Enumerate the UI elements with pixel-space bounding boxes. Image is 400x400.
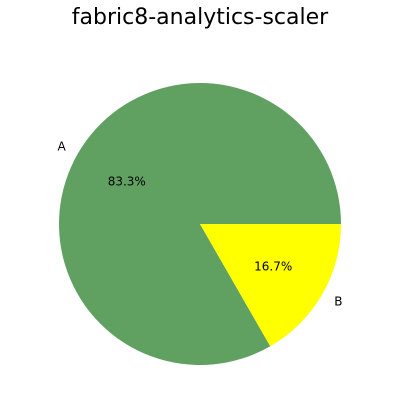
pie-slice-b: [200, 224, 341, 347]
pie-slice-a: [59, 83, 341, 366]
percent-label-b: 16.7%: [254, 259, 292, 273]
pie-slices: A 83.3% B 16.7%: [58, 83, 342, 366]
slice-label-a: A: [58, 139, 67, 153]
chart-title: fabric8-analytics-scaler: [72, 5, 329, 30]
slice-label-b: B: [334, 295, 342, 309]
percent-label-a: 83.3%: [108, 175, 146, 189]
